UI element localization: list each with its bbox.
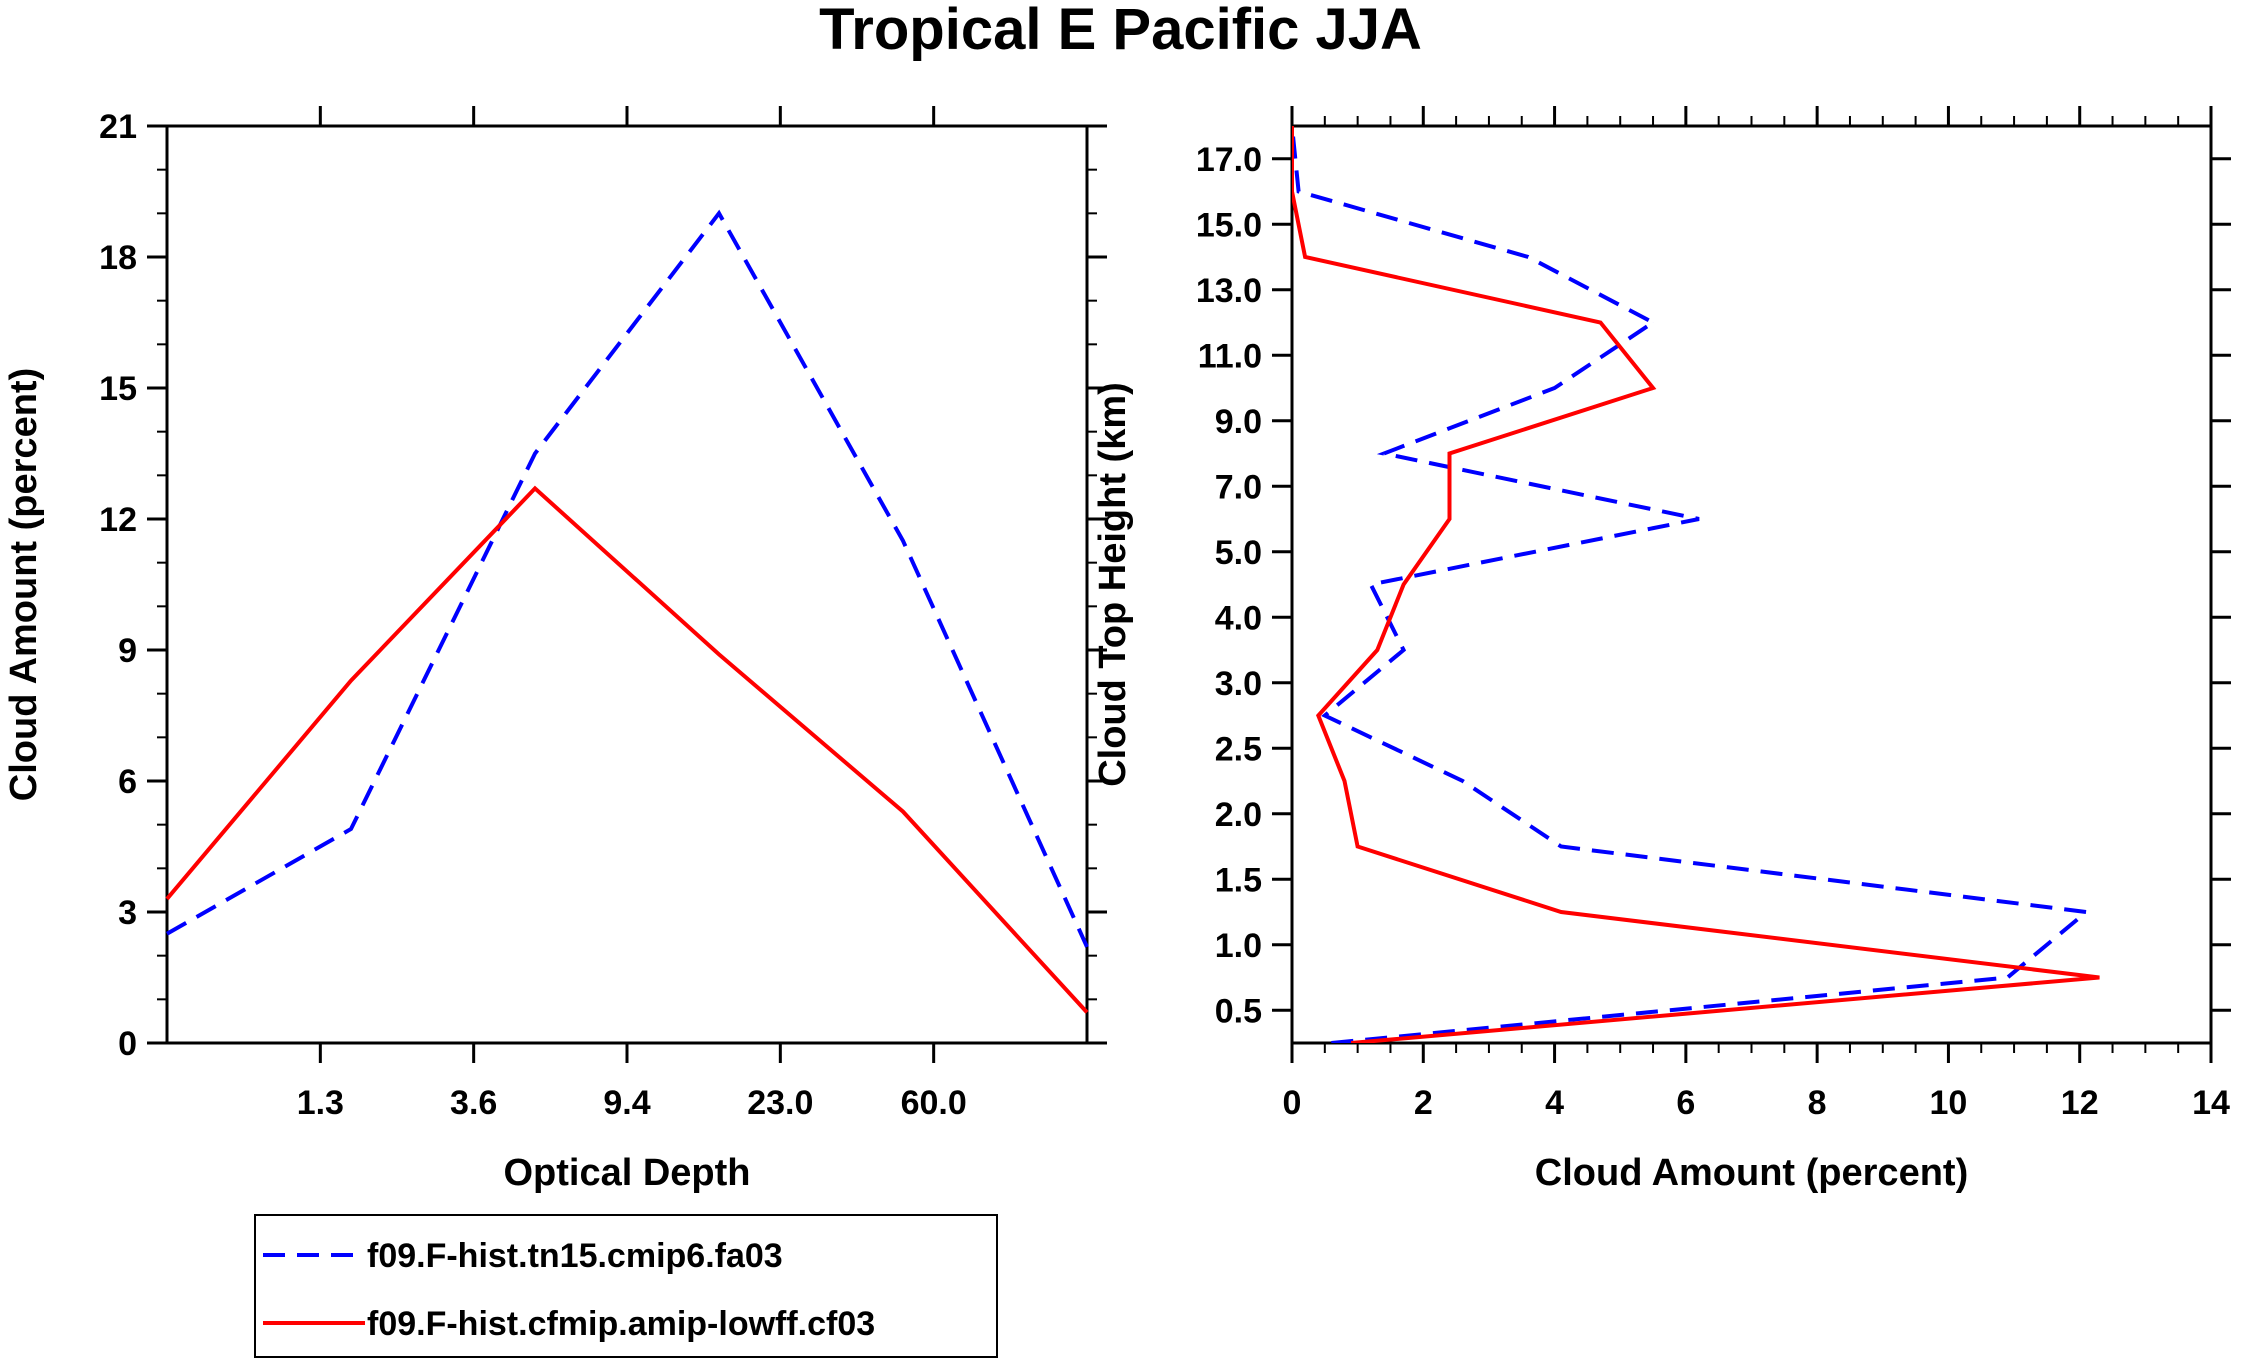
x-tick-label: 6 xyxy=(1676,1084,1695,1122)
optical-depth-panel: 0 3 6 9 12 15 18 21 1.3 3.6 9.4 23.0 60.0 Optical Dep… xyxy=(3,106,1107,1194)
legend-label-1: f09.F-hist.cfmip.amip-lowff.cf03 xyxy=(367,1305,875,1343)
x-tick-label: 9.4 xyxy=(603,1084,650,1122)
y-tick-label: 7.0 xyxy=(1215,468,1262,506)
y-tick-label: 5.0 xyxy=(1215,534,1262,572)
series-line-left-0 xyxy=(166,209,1089,948)
y-tick-label: 3 xyxy=(118,894,137,932)
plot-frame-right xyxy=(1290,124,2213,1045)
y-tick-label: 0.5 xyxy=(1215,992,1262,1030)
x-tick-label: 0 xyxy=(1283,1084,1302,1122)
cloud-top-height-panel: 0.5 1.0 1.5 2.0 2.5 3.0 4.0 5.0 7.0 9.0 11.0 13.0 15… xyxy=(1092,106,2231,1194)
x-tick-label: 4 xyxy=(1545,1084,1564,1122)
x-tick-label: 1.3 xyxy=(297,1084,344,1122)
y-tick-label: 18 xyxy=(99,239,137,277)
chart-title: Tropical E Pacific JJA xyxy=(819,0,1422,62)
x-tick-label: 3.6 xyxy=(450,1084,497,1122)
x-tick-label: 60.0 xyxy=(901,1084,967,1122)
y-tick-label: 3.0 xyxy=(1215,665,1262,703)
y-tick-label: 2.0 xyxy=(1215,796,1262,834)
y-tick-label: 17.0 xyxy=(1196,141,1262,179)
y-tick-label: 1.5 xyxy=(1215,861,1262,899)
series-line-left-1 xyxy=(165,485,1089,1014)
y-tick-label: 12 xyxy=(99,501,137,539)
y-axis-label: Cloud Amount (percent) xyxy=(3,368,45,801)
y-tick-label: 15.0 xyxy=(1196,206,1262,244)
legend-box xyxy=(254,1214,998,1358)
y-tick-label: 21 xyxy=(99,108,137,146)
series-line-right-0 xyxy=(1292,126,2092,1043)
x-axis-label: Optical Depth xyxy=(503,1152,750,1194)
y-tick-label: 1.0 xyxy=(1215,927,1262,965)
x-tick-label: 8 xyxy=(1808,1084,1827,1122)
y-tick-label: 11.0 xyxy=(1198,337,1262,375)
plot-frame-left xyxy=(165,124,1089,1045)
y-tick-label: 13.0 xyxy=(1196,272,1262,310)
x-tick-label: 12 xyxy=(2061,1084,2099,1122)
series-line-right-1 xyxy=(1292,126,2100,1043)
y-tick-label: 4.0 xyxy=(1215,599,1262,637)
y-tick-label: 6 xyxy=(118,763,137,801)
y-tick-label: 0 xyxy=(118,1025,137,1063)
x-tick-label: 2 xyxy=(1414,1084,1433,1122)
x-tick-label: 10 xyxy=(1930,1084,1968,1122)
x-axis-label: Cloud Amount (percent) xyxy=(1535,1152,1968,1194)
y-axis-label: Cloud Top Height (km) xyxy=(1092,382,1134,787)
y-tick-label: 15 xyxy=(99,370,137,408)
y-tick-label: 9.0 xyxy=(1215,403,1262,441)
legend-label-0: f09.F-hist.tn15.cmip6.fa03 xyxy=(367,1237,783,1275)
y-tick-label: 2.5 xyxy=(1215,730,1262,768)
y-tick-label: 9 xyxy=(118,632,137,670)
x-tick-label: 14 xyxy=(2192,1084,2230,1122)
legend: f09.F-hist.tn15.cmip6.fa03 f09.F-hist.cfm… xyxy=(254,1214,998,1358)
x-tick-label: 23.0 xyxy=(747,1084,813,1122)
